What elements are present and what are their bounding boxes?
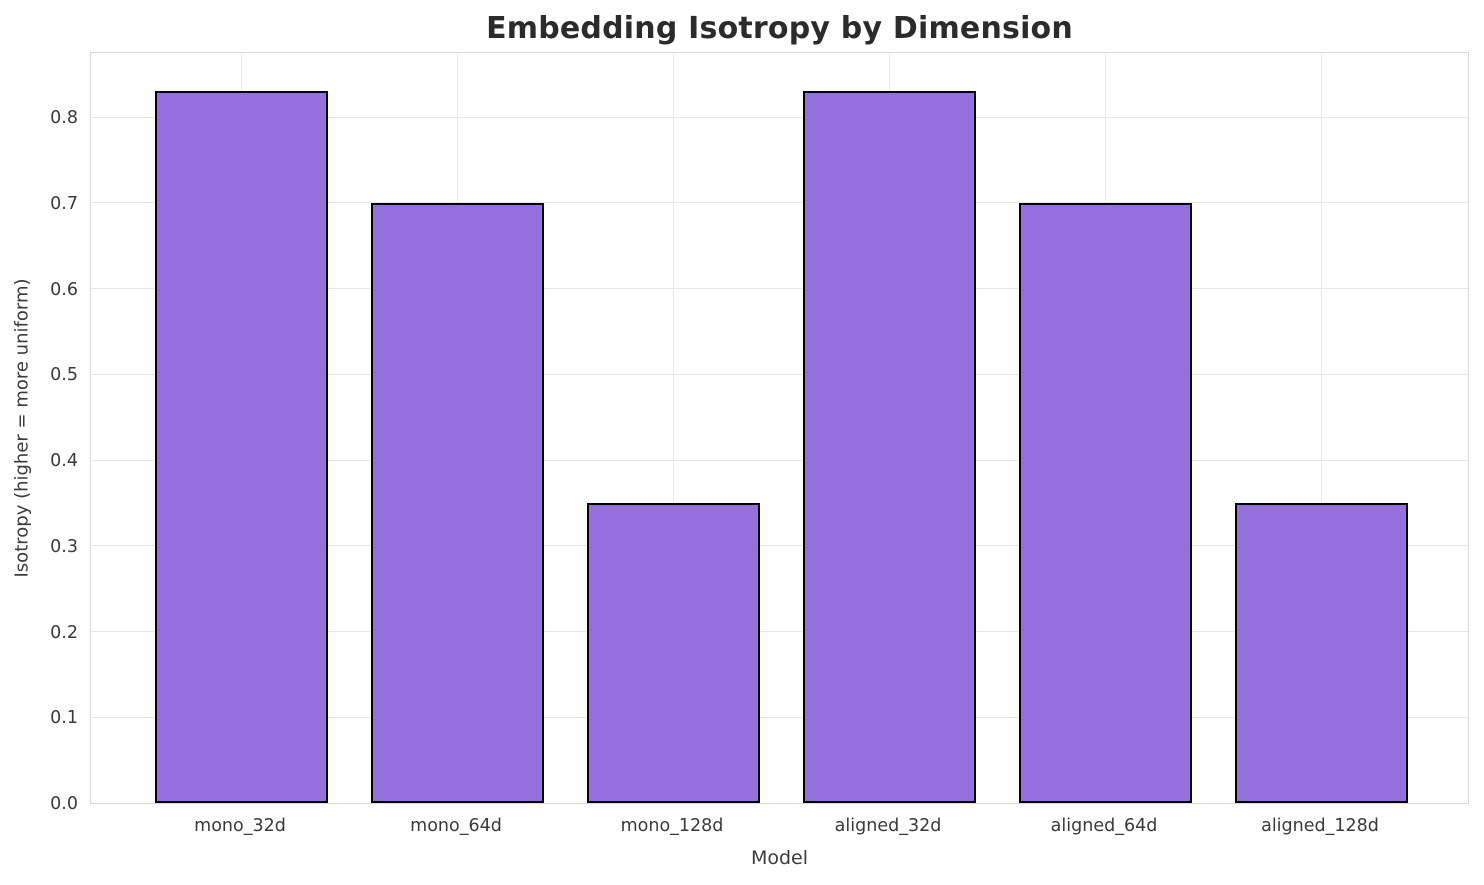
y-tick-label: 0.5 bbox=[50, 365, 78, 386]
x-tick-label: mono_64d bbox=[410, 816, 502, 836]
y-axis-label: Isotropy (higher = more uniform) bbox=[11, 278, 33, 578]
gridline-h bbox=[91, 631, 1468, 633]
bar-aligned_64d bbox=[1018, 203, 1192, 803]
x-tick-label: aligned_32d bbox=[834, 816, 942, 836]
bar-aligned_128d bbox=[1234, 503, 1408, 803]
gridline-h bbox=[91, 202, 1468, 204]
x-axis-label: Model bbox=[750, 847, 809, 869]
bar-mono_64d bbox=[370, 203, 544, 803]
gridline-h bbox=[91, 373, 1468, 375]
y-tick-label: 0.3 bbox=[50, 536, 78, 557]
x-tick-label: aligned_128d bbox=[1261, 816, 1379, 836]
y-tick-label: 0.6 bbox=[50, 279, 78, 300]
gridline-h bbox=[91, 288, 1468, 290]
gridline-h bbox=[91, 545, 1468, 547]
gridline-h bbox=[91, 716, 1468, 718]
y-tick-label: 0.7 bbox=[50, 193, 78, 214]
gridline-h bbox=[91, 459, 1468, 461]
bar-mono_32d bbox=[154, 91, 328, 803]
gridline-v bbox=[1320, 53, 1322, 803]
chart-title: Embedding Isotropy by Dimension bbox=[486, 11, 1073, 46]
plot-area bbox=[90, 52, 1469, 804]
gridline-h bbox=[91, 116, 1468, 118]
y-tick-label: 0.2 bbox=[50, 622, 78, 643]
y-tick-label: 0.0 bbox=[50, 794, 78, 814]
x-tick-label: mono_128d bbox=[620, 816, 724, 836]
bar-mono_128d bbox=[586, 503, 760, 803]
x-tick-label: mono_32d bbox=[194, 816, 286, 836]
gridline-v bbox=[672, 53, 674, 803]
y-tick-label: 0.4 bbox=[50, 451, 78, 471]
bar-aligned_32d bbox=[802, 91, 976, 803]
y-tick-label: 0.1 bbox=[50, 708, 78, 729]
y-tick-label: 0.8 bbox=[50, 108, 78, 129]
x-tick-label: aligned_64d bbox=[1050, 816, 1158, 836]
